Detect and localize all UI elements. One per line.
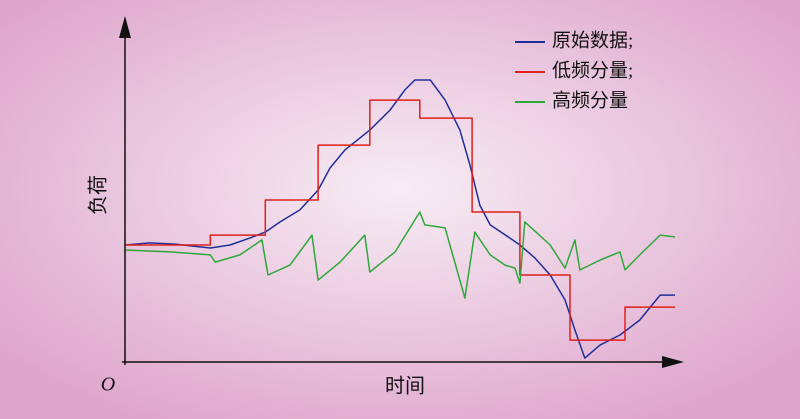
y-axis-label: 负荷	[87, 175, 110, 215]
data-line	[124, 211, 676, 299]
plot-area	[124, 79, 676, 359]
x-axis-arrow	[662, 356, 684, 368]
legend: 原始数据; 低频分量; 高频分量	[515, 29, 633, 111]
legend-label: 原始数据;	[552, 29, 633, 51]
y-axis-arrow	[119, 16, 131, 38]
data-line	[125, 99, 675, 341]
x-axis-label: 时间	[385, 375, 425, 398]
legend-label: 高频分量	[552, 89, 628, 111]
legend-label: 低频分量;	[552, 59, 633, 81]
origin-label: O	[101, 374, 115, 396]
